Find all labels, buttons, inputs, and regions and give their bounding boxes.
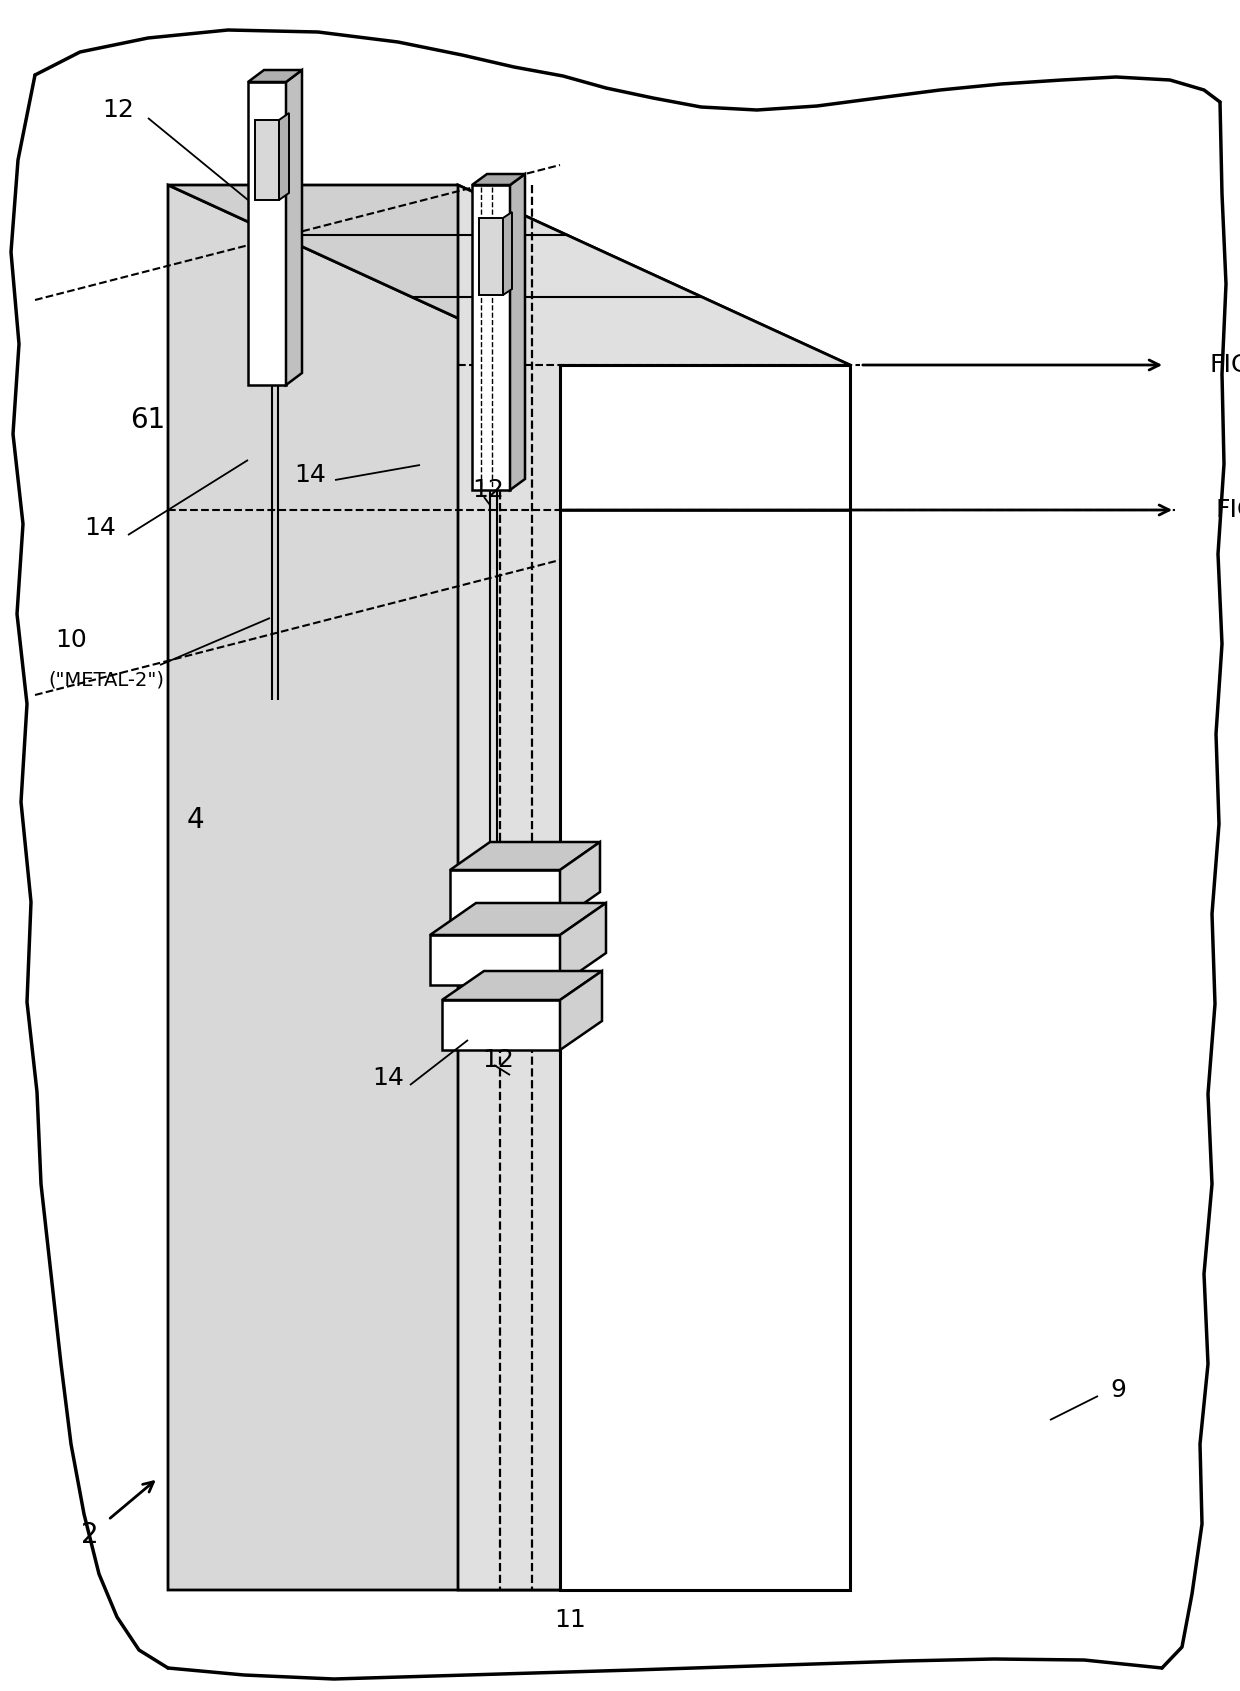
Text: 11: 11 xyxy=(554,1608,585,1632)
Polygon shape xyxy=(286,69,303,386)
Polygon shape xyxy=(255,120,279,200)
Polygon shape xyxy=(458,184,849,1590)
Polygon shape xyxy=(503,211,512,294)
Polygon shape xyxy=(248,69,303,81)
Text: 14: 14 xyxy=(84,516,115,539)
Text: 12: 12 xyxy=(472,479,503,502)
Text: 14: 14 xyxy=(294,463,326,487)
Polygon shape xyxy=(441,971,601,999)
Polygon shape xyxy=(472,184,510,490)
Polygon shape xyxy=(430,935,560,984)
Text: 12: 12 xyxy=(482,1048,513,1072)
Text: 12: 12 xyxy=(102,98,134,122)
Polygon shape xyxy=(479,218,503,294)
Text: 10: 10 xyxy=(55,627,87,653)
Polygon shape xyxy=(560,842,600,920)
Text: 4: 4 xyxy=(186,807,203,834)
Polygon shape xyxy=(441,999,560,1050)
Polygon shape xyxy=(450,869,560,920)
Polygon shape xyxy=(560,365,849,1590)
Polygon shape xyxy=(430,903,606,935)
Polygon shape xyxy=(167,184,849,365)
Polygon shape xyxy=(450,842,600,869)
Text: 14: 14 xyxy=(372,1065,404,1091)
Text: FIG.3: FIG.3 xyxy=(1210,353,1240,377)
Polygon shape xyxy=(510,174,525,490)
Text: 2: 2 xyxy=(81,1520,99,1549)
Text: ("METAL-2"): ("METAL-2") xyxy=(48,671,164,690)
Polygon shape xyxy=(560,971,601,1050)
Text: 9: 9 xyxy=(1110,1378,1126,1402)
Polygon shape xyxy=(472,174,525,184)
Polygon shape xyxy=(279,113,289,200)
Polygon shape xyxy=(560,903,606,984)
Polygon shape xyxy=(167,184,560,1590)
Text: FIG.3: FIG.3 xyxy=(1215,499,1240,523)
Polygon shape xyxy=(248,81,286,386)
Text: 61: 61 xyxy=(130,406,166,435)
